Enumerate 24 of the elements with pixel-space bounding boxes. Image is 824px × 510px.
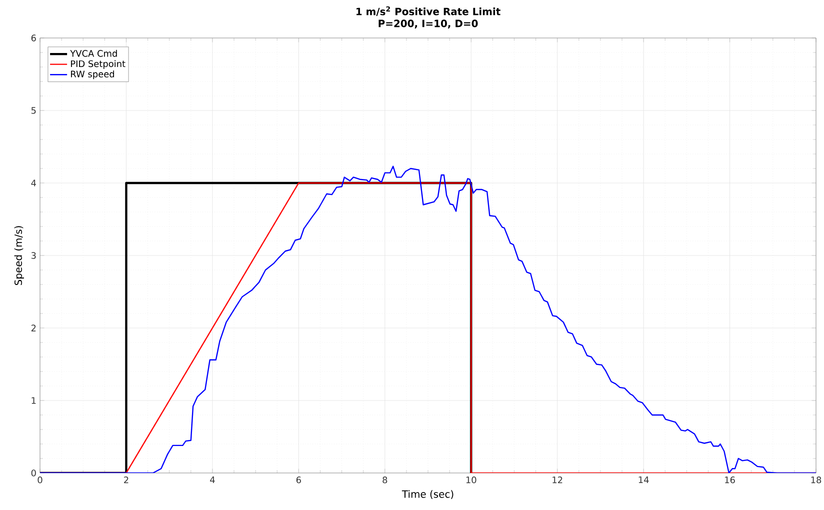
y-tick-label: 0 — [31, 470, 36, 476]
x-tick-label: 16 — [725, 476, 735, 484]
x-tick-label: 18 — [811, 476, 822, 484]
x-tick-label: 0 — [38, 476, 42, 484]
y-axis-title: Speed (m/s) — [14, 226, 24, 286]
chart-subtitle: P=200, I=10, D=0 — [378, 20, 478, 28]
chart-title: 1 m/s$^{2}$ Positive Rate Limit — [356, 6, 500, 16]
legend-label: PID Setpoint — [71, 60, 126, 69]
legend-label: RW speed — [71, 70, 114, 80]
y-tick-label: 2 — [31, 324, 36, 332]
x-tick-label: 10 — [466, 476, 476, 484]
x-tick-label: 8 — [382, 476, 388, 484]
x-tick-label: 4 — [210, 476, 215, 484]
y-tick-label: 4 — [31, 180, 36, 186]
y-tick-label: 5 — [31, 107, 36, 114]
y-tick-label: 1 — [32, 397, 36, 404]
x-tick-label: 2 — [124, 476, 128, 484]
y-tick-label: 6 — [31, 34, 36, 42]
x-axis-title: Time (sec) — [402, 490, 454, 500]
legend-label: YVCA Cmd — [70, 50, 117, 57]
x-tick-label: 14 — [638, 476, 649, 484]
y-tick-label: 3 — [31, 252, 36, 259]
x-tick-label: 12 — [552, 476, 562, 484]
x-tick-label: 6 — [296, 476, 301, 484]
